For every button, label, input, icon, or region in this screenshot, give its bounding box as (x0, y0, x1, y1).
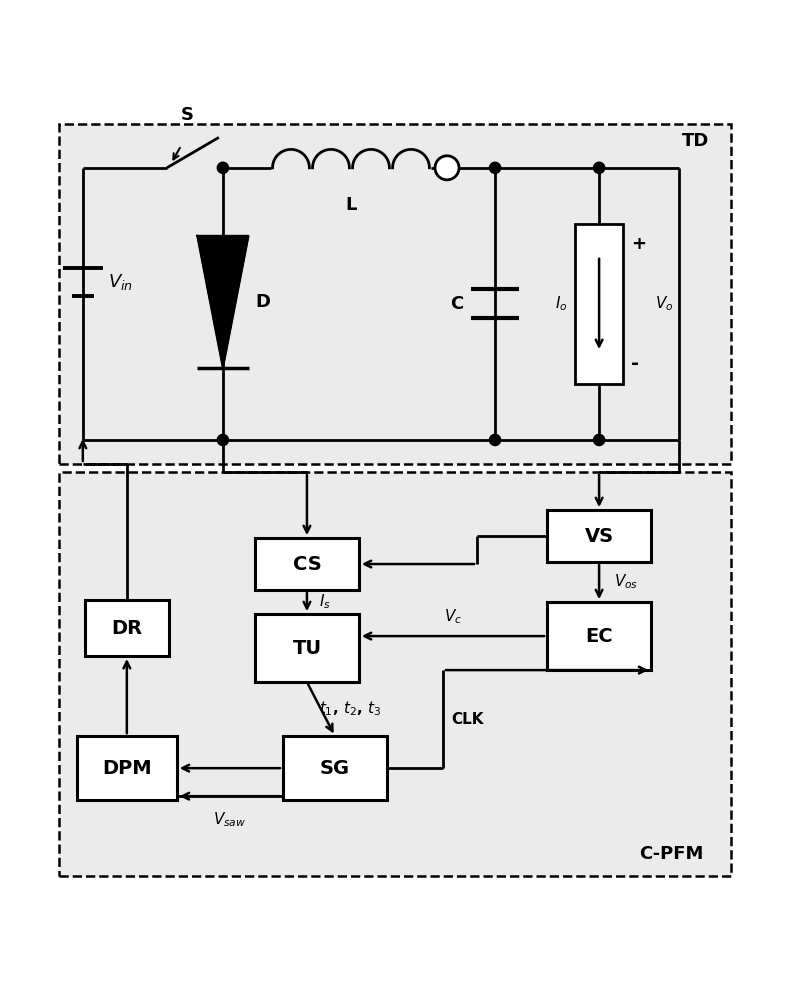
Bar (59, 472, 731, 876)
Polygon shape (197, 236, 248, 368)
Circle shape (435, 156, 459, 180)
Text: TD: TD (682, 132, 708, 150)
Circle shape (593, 162, 604, 173)
Circle shape (593, 434, 604, 446)
Bar (59, 124, 731, 464)
Text: SG: SG (320, 759, 350, 778)
Text: $V_{saw}$: $V_{saw}$ (214, 811, 247, 829)
Text: $V_{in}$: $V_{in}$ (109, 272, 133, 292)
Bar (85, 600, 169, 656)
Text: VS: VS (584, 527, 613, 546)
Text: DPM: DPM (102, 759, 152, 778)
Text: C-PFM: C-PFM (639, 845, 704, 863)
Bar (575, 224, 623, 384)
Bar (547, 510, 651, 562)
Text: $t_1$, $t_2$, $t_3$: $t_1$, $t_2$, $t_3$ (319, 700, 381, 718)
Text: CS: CS (293, 555, 322, 574)
Bar (283, 736, 387, 800)
Text: $V_c$: $V_c$ (444, 608, 462, 626)
Text: CLK: CLK (451, 712, 484, 727)
Text: D: D (255, 293, 270, 311)
Text: DR: DR (111, 619, 143, 638)
Circle shape (218, 434, 229, 446)
Text: $I_s$: $I_s$ (319, 593, 330, 611)
Text: $V_{os}$: $V_{os}$ (613, 573, 638, 591)
Bar (547, 602, 651, 670)
Text: L: L (345, 196, 357, 214)
Text: -: - (631, 354, 639, 373)
Text: +: + (631, 235, 646, 253)
Circle shape (489, 162, 501, 173)
Text: EC: EC (585, 627, 613, 646)
Bar (255, 614, 359, 682)
Bar (255, 538, 359, 590)
Bar (77, 736, 177, 800)
Text: S: S (181, 106, 193, 124)
Text: $V_o$: $V_o$ (655, 295, 674, 313)
Circle shape (489, 434, 501, 446)
Text: $I_o$: $I_o$ (555, 295, 567, 313)
Text: C: C (450, 295, 463, 313)
Circle shape (218, 162, 229, 173)
Text: TU: TU (293, 639, 322, 658)
